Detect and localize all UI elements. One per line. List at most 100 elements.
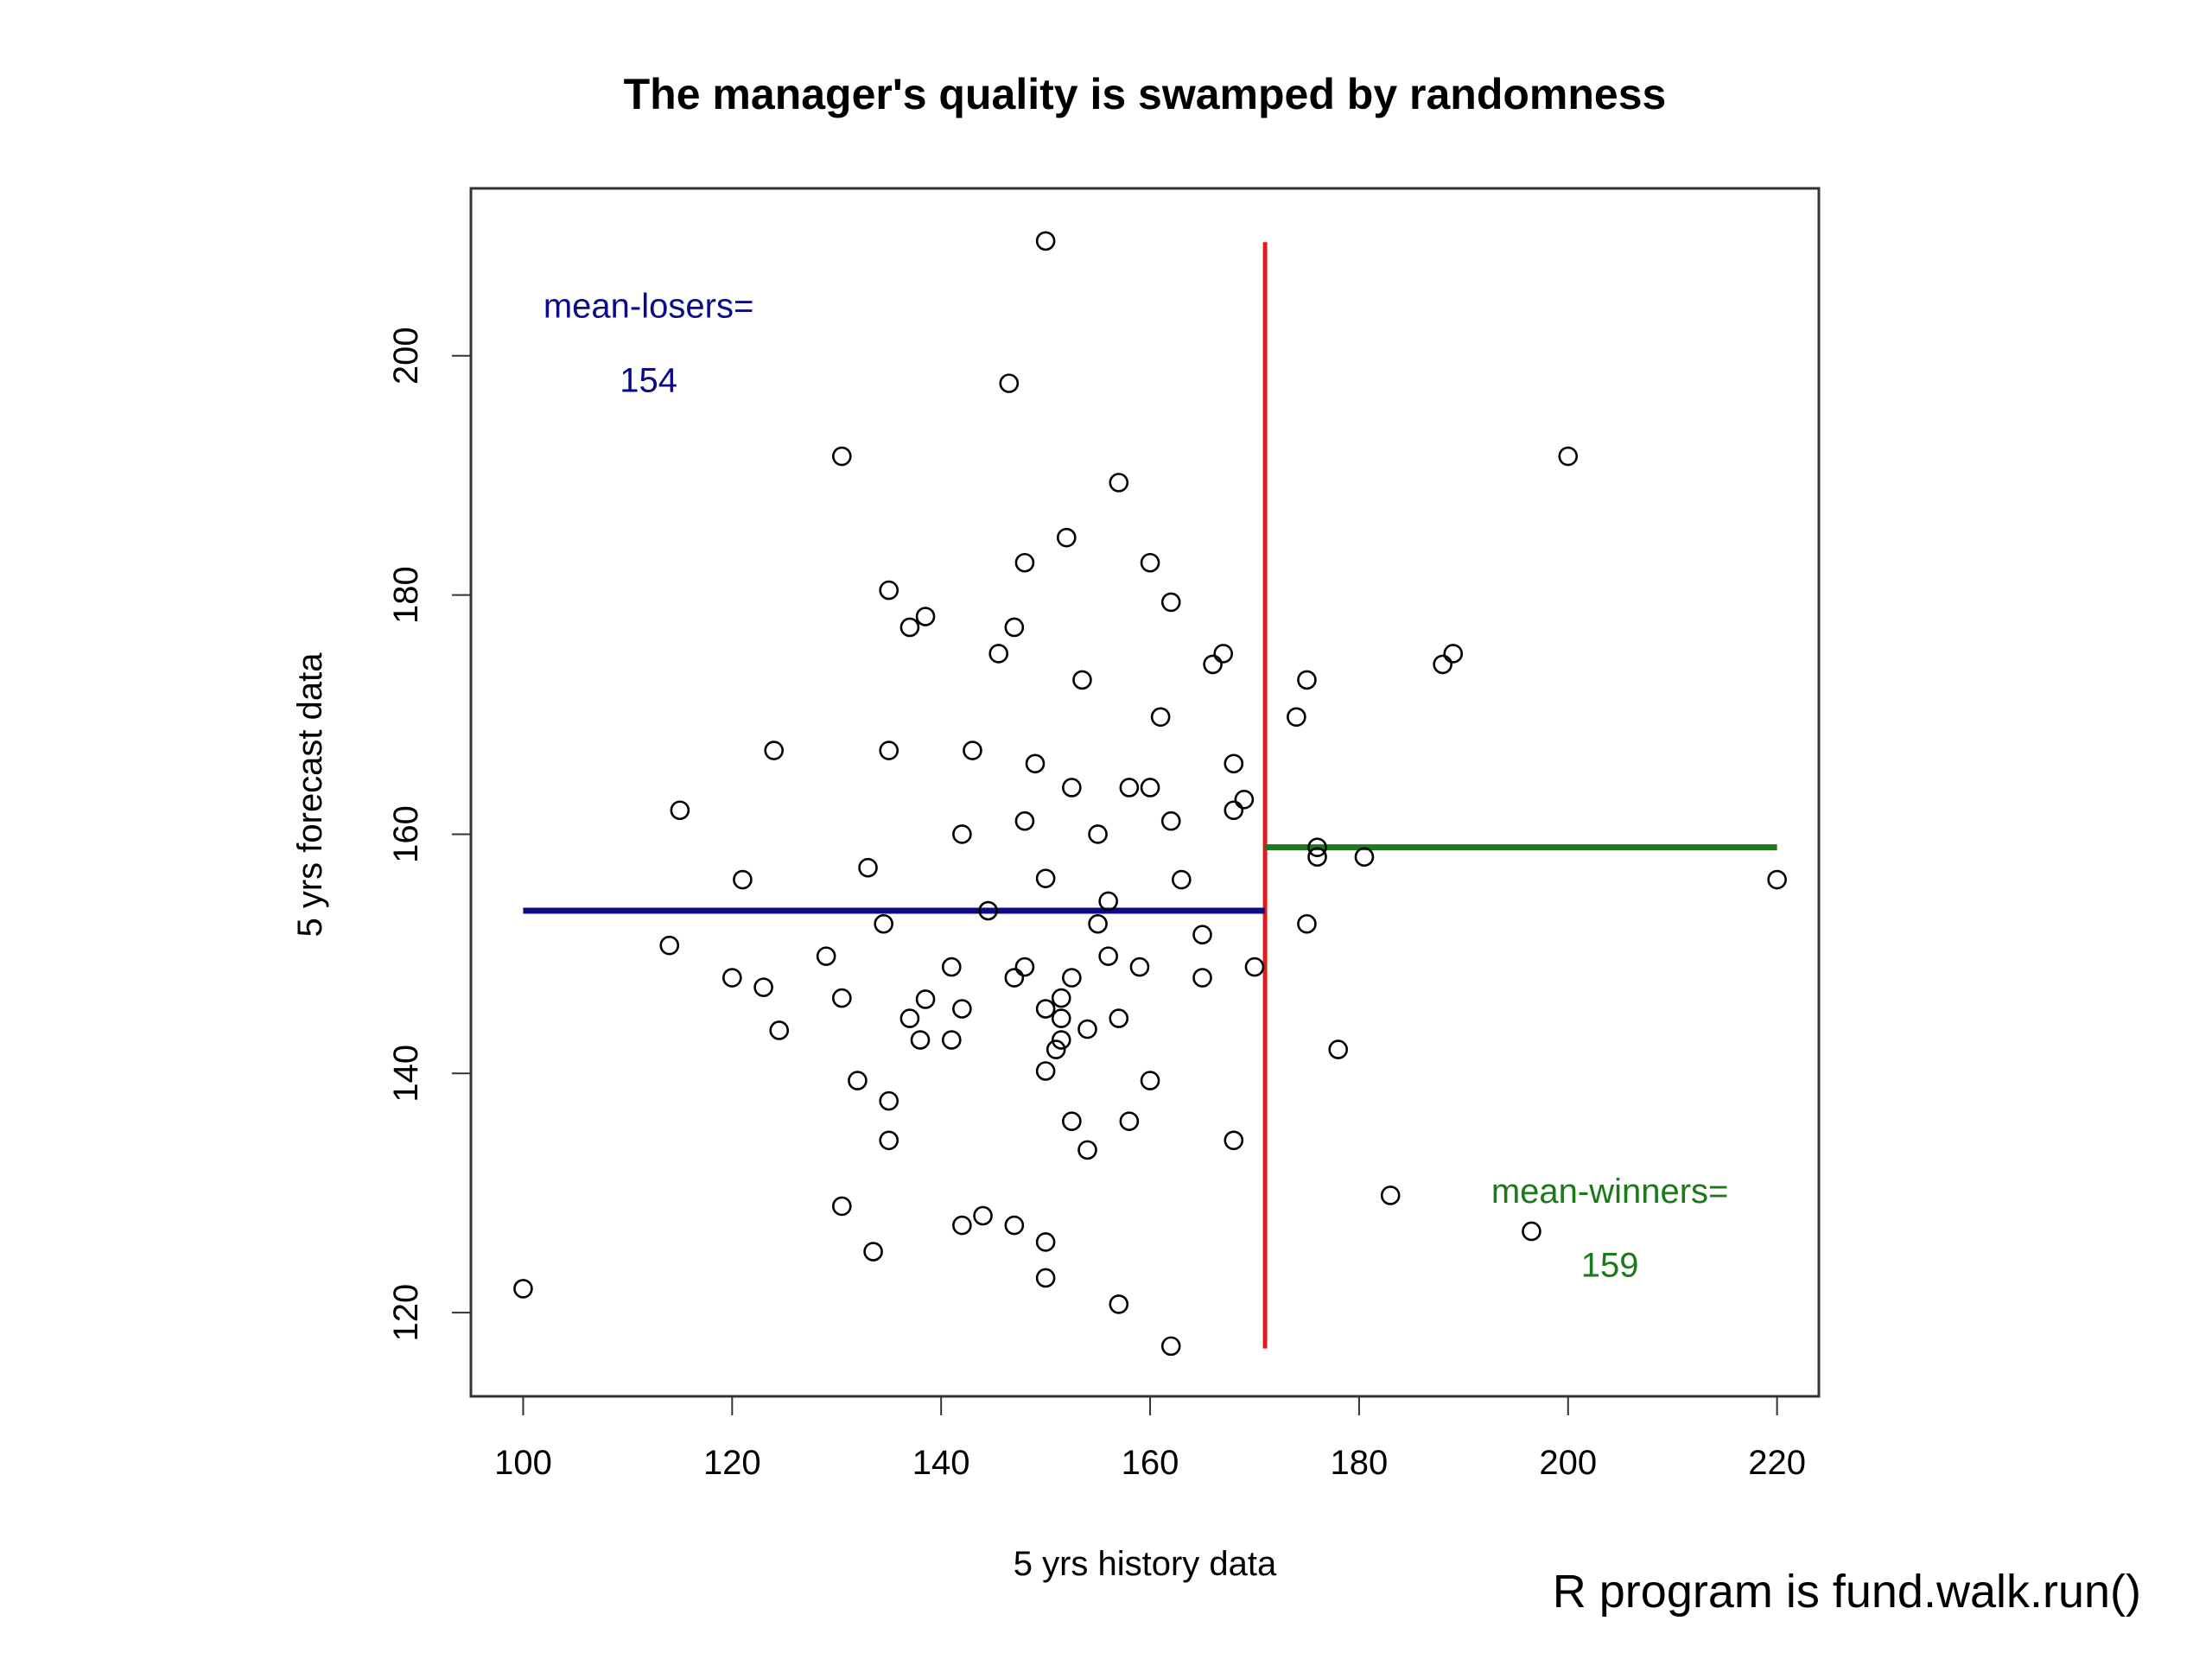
data-point bbox=[1062, 778, 1082, 798]
data-point bbox=[879, 1130, 899, 1151]
data-point bbox=[879, 580, 899, 601]
data-point bbox=[1077, 1019, 1097, 1039]
data-point bbox=[1004, 968, 1025, 988]
data-point bbox=[879, 1090, 899, 1111]
data-point bbox=[832, 1196, 852, 1217]
data-point bbox=[1380, 1185, 1401, 1205]
data-point bbox=[1035, 231, 1056, 251]
data-point bbox=[1192, 968, 1212, 988]
data-point bbox=[941, 1030, 962, 1050]
x-tick-label: 160 bbox=[1122, 1444, 1179, 1482]
x-tick-label: 100 bbox=[494, 1444, 552, 1482]
data-point bbox=[1767, 869, 1787, 890]
data-point bbox=[1150, 707, 1171, 728]
data-point bbox=[659, 935, 680, 956]
data-point bbox=[899, 1008, 920, 1028]
y-axis-label: 5 yrs forecast data bbox=[291, 652, 329, 938]
y-tick-label: 120 bbox=[387, 1284, 425, 1342]
data-point bbox=[1046, 1039, 1066, 1059]
y-tick-label: 180 bbox=[387, 566, 425, 624]
data-point bbox=[1109, 1008, 1129, 1028]
x-tick-label: 140 bbox=[912, 1444, 970, 1482]
x-axis-label: 5 yrs history data bbox=[1014, 1545, 1277, 1583]
data-point bbox=[1558, 446, 1579, 467]
data-point bbox=[1297, 913, 1317, 934]
data-point bbox=[1057, 527, 1077, 548]
y-tick-label: 160 bbox=[387, 805, 425, 863]
data-point bbox=[1140, 778, 1160, 798]
annotation-text: mean-losers= bbox=[543, 287, 753, 325]
data-point bbox=[973, 1205, 993, 1226]
data-point bbox=[858, 857, 878, 878]
data-point bbox=[915, 989, 936, 1009]
y-tick-label: 140 bbox=[387, 1045, 425, 1103]
data-point bbox=[910, 1030, 931, 1050]
data-point bbox=[1354, 847, 1375, 868]
data-point bbox=[1098, 946, 1118, 966]
data-point bbox=[1140, 1071, 1160, 1090]
data-point bbox=[1307, 847, 1327, 868]
data-point bbox=[769, 1020, 790, 1040]
data-point bbox=[1014, 957, 1035, 977]
data-point bbox=[1062, 1111, 1082, 1131]
data-point bbox=[1051, 988, 1071, 1008]
data-point bbox=[1004, 617, 1025, 638]
data-point bbox=[753, 977, 773, 997]
annotation-text: 159 bbox=[1581, 1247, 1639, 1285]
data-point bbox=[863, 1242, 883, 1262]
data-point bbox=[1172, 869, 1192, 890]
data-point bbox=[1160, 592, 1181, 613]
data-point bbox=[1287, 707, 1306, 728]
data-point bbox=[1224, 800, 1244, 821]
data-point bbox=[988, 644, 1008, 664]
data-point bbox=[915, 607, 936, 626]
data-point bbox=[1088, 913, 1108, 934]
data-point bbox=[899, 617, 920, 638]
data-point bbox=[1203, 654, 1223, 675]
x-tick-label: 180 bbox=[1331, 1444, 1389, 1482]
data-point bbox=[832, 988, 852, 1008]
data-point bbox=[733, 869, 753, 890]
data-point bbox=[722, 968, 742, 988]
data-point bbox=[1077, 1140, 1097, 1160]
data-point bbox=[1062, 968, 1082, 988]
data-point bbox=[874, 913, 893, 934]
data-point bbox=[1051, 1030, 1071, 1050]
data-point bbox=[513, 1279, 533, 1299]
data-point bbox=[952, 824, 972, 844]
data-point bbox=[1051, 1008, 1071, 1028]
data-point bbox=[1234, 790, 1255, 810]
data-point bbox=[1014, 810, 1035, 831]
data-point bbox=[978, 900, 998, 921]
data-point bbox=[1213, 644, 1233, 664]
data-point bbox=[1014, 552, 1035, 573]
data-point bbox=[879, 741, 899, 760]
data-point bbox=[1328, 1039, 1349, 1059]
annotations: mean-losers= 154 mean-winners= 159 bbox=[543, 287, 1729, 1284]
data-point bbox=[952, 999, 972, 1019]
data-point bbox=[1119, 1111, 1140, 1131]
data-point bbox=[1109, 473, 1129, 493]
data-point bbox=[1035, 1232, 1056, 1252]
data-point bbox=[1035, 1061, 1056, 1081]
data-point bbox=[952, 1215, 972, 1236]
data-point bbox=[764, 741, 784, 760]
data-point bbox=[1035, 868, 1056, 888]
data-point bbox=[1522, 1221, 1541, 1242]
data-point bbox=[816, 946, 836, 966]
data-point bbox=[1109, 1294, 1129, 1314]
data-point bbox=[1307, 837, 1327, 857]
data-point bbox=[1244, 957, 1265, 977]
data-point bbox=[1433, 654, 1452, 675]
chart-title: The manager's quality is swamped by rand… bbox=[624, 70, 1667, 118]
y-axis: 120 140 160 180 200 bbox=[387, 327, 472, 1342]
x-tick-label: 120 bbox=[703, 1444, 761, 1482]
data-point bbox=[832, 446, 852, 467]
data-point bbox=[1025, 753, 1046, 774]
data-point bbox=[1192, 925, 1212, 945]
data-point bbox=[1035, 1268, 1056, 1288]
data-point bbox=[1088, 824, 1108, 844]
annotation-text: 154 bbox=[620, 361, 677, 399]
data-point bbox=[1098, 891, 1118, 912]
